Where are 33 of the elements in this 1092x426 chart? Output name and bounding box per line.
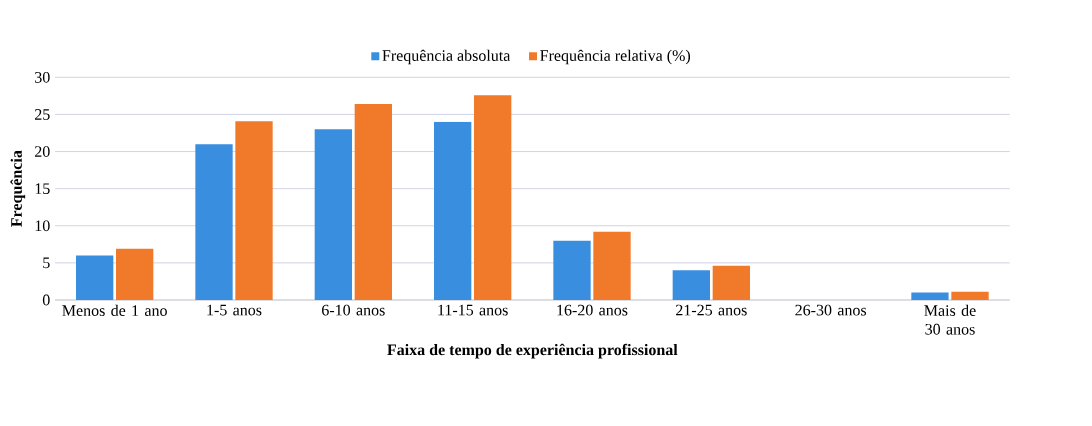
x-tick-label: 6-10 anos: [322, 304, 385, 316]
bar: [354, 104, 392, 300]
bar: [474, 95, 512, 300]
bar: [235, 121, 273, 300]
x-tick-label: Mais de 30 anos: [924, 304, 976, 335]
x-tick-label: 1-5 anos: [207, 304, 262, 316]
x-tick-label: 21-25 anos: [676, 304, 747, 316]
y-tick-label: 10: [35, 220, 50, 232]
y-axis-title: Frequência: [10, 150, 26, 227]
legend-label: Frequência absoluta: [382, 49, 511, 65]
bar: [314, 129, 352, 300]
x-tick-label: Menos de 1 ano: [62, 304, 167, 316]
bar: [672, 270, 710, 300]
y-tick-label: 15: [35, 183, 50, 195]
bar: [951, 291, 989, 300]
legend-label: Frequência relativa (%): [540, 49, 691, 65]
bar: [116, 248, 154, 300]
bar: [712, 265, 750, 300]
x-tick-label: 16-20 anos: [557, 304, 628, 316]
y-tick-label: 30: [35, 71, 50, 83]
y-tick-label: 5: [43, 257, 50, 269]
bar: [76, 255, 114, 300]
y-tick-label: 25: [35, 109, 50, 120]
bar: [911, 292, 949, 300]
bar: [553, 240, 591, 300]
bar: [195, 144, 233, 300]
x-axis-title: Faixa de tempo de experiência profissional: [387, 343, 678, 359]
bar: [593, 231, 631, 300]
x-tick-label: 11-15 anos: [438, 304, 508, 316]
y-tick-label: 0: [42, 294, 50, 306]
x-tick-label: 26-30 anos: [795, 304, 867, 316]
y-tick-label: 20: [35, 146, 50, 157]
bar: [434, 121, 472, 300]
